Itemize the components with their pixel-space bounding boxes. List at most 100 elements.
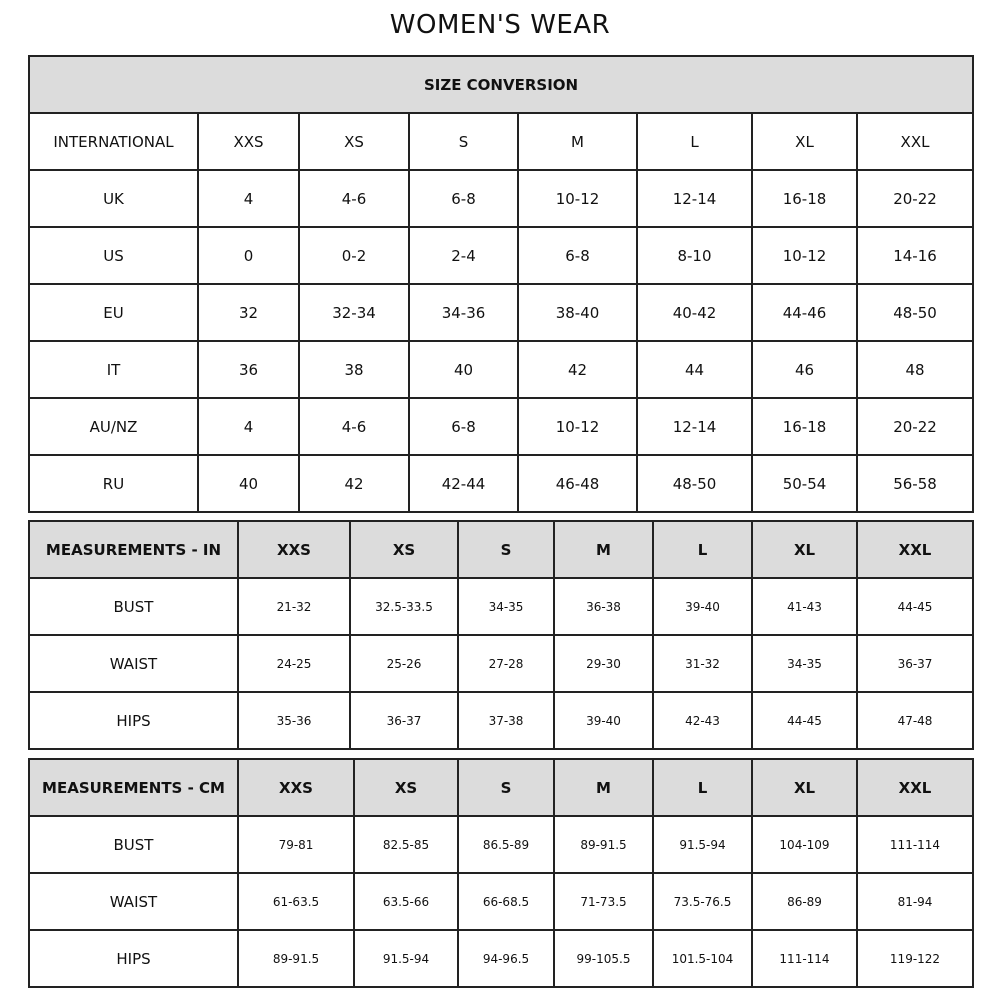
table-cell: 34-35	[457, 577, 555, 636]
table-cell: 36-38	[553, 577, 654, 636]
table-cell: 94-96.5	[457, 929, 555, 988]
header-row: MEASUREMENTS - IN XXS XS S M L XL XXL	[28, 520, 974, 579]
table-cell: 10-12	[517, 169, 638, 228]
table-cell: 36-37	[349, 691, 459, 750]
table-row: EU 32 32-34 34-36 38-40 40-42 44-46 48-50	[28, 283, 975, 342]
table-cell: 40-42	[636, 283, 753, 342]
column-header-m: M	[517, 112, 638, 171]
row-label: RU	[28, 454, 199, 513]
row-header-label: INTERNATIONAL	[28, 112, 199, 171]
table-cell: 44	[636, 340, 753, 399]
column-header-l: L	[652, 758, 753, 817]
table-cell: 6-8	[408, 169, 519, 228]
table-cell: 29-30	[553, 634, 654, 693]
row-label: IT	[28, 340, 199, 399]
size-conversion-header: SIZE CONVERSION	[27, 55, 975, 114]
table-cell: 63.5-66	[353, 872, 459, 931]
row-label: BUST	[28, 577, 239, 636]
table-cell: 34-36	[408, 283, 519, 342]
table-cell: 46	[751, 340, 858, 399]
row-label: AU/NZ	[28, 397, 199, 456]
table-cell: 12-14	[636, 397, 753, 456]
table-cell: 42	[517, 340, 638, 399]
table-cell: 6-8	[517, 226, 638, 285]
table-cell: 4-6	[298, 397, 410, 456]
table-cell: 40	[197, 454, 300, 513]
table-cell: 36	[197, 340, 300, 399]
table-cell: 91.5-94	[652, 815, 753, 874]
table-row: UK 4 4-6 6-8 10-12 12-14 16-18 20-22	[28, 169, 975, 228]
column-header-xxl: XXL	[856, 758, 974, 817]
table-cell: 41-43	[751, 577, 858, 636]
column-header-xl: XL	[751, 520, 858, 579]
table-cell: 71-73.5	[553, 872, 654, 931]
table-cell: 111-114	[856, 815, 974, 874]
table-cell: 24-25	[237, 634, 351, 693]
table-cell: 34-35	[751, 634, 858, 693]
row-label: WAIST	[28, 872, 239, 931]
table-cell: 10-12	[517, 397, 638, 456]
table-cell: 48-50	[855, 283, 975, 342]
table-cell: 42-44	[408, 454, 519, 513]
column-header-xxl: XXL	[855, 112, 975, 171]
table-cell: 56-58	[855, 454, 975, 513]
table-cell: 81-94	[856, 872, 974, 931]
table-cell: 79-81	[237, 815, 355, 874]
column-header-s: S	[457, 520, 555, 579]
measurements-in-table: MEASUREMENTS - IN XXS XS S M L XL XXL BUST 21-32 3…	[28, 520, 974, 750]
table-row: RU 40 42 42-44 46-48 48-50 50-54 56-58	[28, 454, 975, 513]
table-row: HIPS 89-91.5 91.5-94 94-96.5 99-105.5 101.5-1…	[28, 929, 974, 988]
column-header-s: S	[408, 112, 519, 171]
table-cell: 91.5-94	[353, 929, 459, 988]
column-header-m: M	[553, 520, 654, 579]
table-cell: 10-12	[751, 226, 858, 285]
table-cell: 27-28	[457, 634, 555, 693]
table-cell: 89-91.5	[553, 815, 654, 874]
row-label: US	[28, 226, 199, 285]
column-header-xxs: XXS	[237, 520, 351, 579]
column-header-xxl: XXL	[856, 520, 974, 579]
row-header-label: MEASUREMENTS - CM	[28, 758, 239, 817]
table-cell: 37-38	[457, 691, 555, 750]
header-row: INTERNATIONAL XXS XS S M L XL XXL	[28, 112, 975, 171]
column-header-m: M	[553, 758, 654, 817]
table-cell: 36-37	[856, 634, 974, 693]
table-cell: 82.5-85	[353, 815, 459, 874]
table-cell: 42-43	[652, 691, 753, 750]
table-cell: 32-34	[298, 283, 410, 342]
column-header-xs: XS	[349, 520, 459, 579]
table-row: BUST 21-32 32.5-33.5 34-35 36-38 39-40 41-43 44…	[28, 577, 974, 636]
table-cell: 119-122	[856, 929, 974, 988]
table-cell: 4-6	[298, 169, 410, 228]
table-cell: 38-40	[517, 283, 638, 342]
table-cell: 32.5-33.5	[349, 577, 459, 636]
row-label: HIPS	[28, 691, 239, 750]
table-cell: 99-105.5	[553, 929, 654, 988]
column-header-xxs: XXS	[197, 112, 300, 171]
table-cell: 0	[197, 226, 300, 285]
table-cell: 61-63.5	[237, 872, 355, 931]
table-cell: 39-40	[553, 691, 654, 750]
table-cell: 38	[298, 340, 410, 399]
table-row: IT 36 38 40 42 44 46 48	[28, 340, 975, 399]
table-cell: 47-48	[856, 691, 974, 750]
table-cell: 101.5-104	[652, 929, 753, 988]
table-row: AU/NZ 4 4-6 6-8 10-12 12-14 16-18 20-22	[28, 397, 975, 456]
table-cell: 20-22	[855, 169, 975, 228]
table-cell: 4	[197, 397, 300, 456]
row-header-label: MEASUREMENTS - IN	[28, 520, 239, 579]
table-cell: 25-26	[349, 634, 459, 693]
table-cell: 44-46	[751, 283, 858, 342]
table-cell: 89-91.5	[237, 929, 355, 988]
column-header-s: S	[457, 758, 555, 817]
table-cell: 46-48	[517, 454, 638, 513]
table-row: WAIST 61-63.5 63.5-66 66-68.5 71-73.5 73.5-76…	[28, 872, 974, 931]
table-cell: 40	[408, 340, 519, 399]
table-cell: 86.5-89	[457, 815, 555, 874]
table-cell: 44-45	[856, 577, 974, 636]
column-header-xs: XS	[353, 758, 459, 817]
table-cell: 0-2	[298, 226, 410, 285]
table-cell: 2-4	[408, 226, 519, 285]
table-row: WAIST 24-25 25-26 27-28 29-30 31-32 34-35 36-37	[28, 634, 974, 693]
row-label: HIPS	[28, 929, 239, 988]
